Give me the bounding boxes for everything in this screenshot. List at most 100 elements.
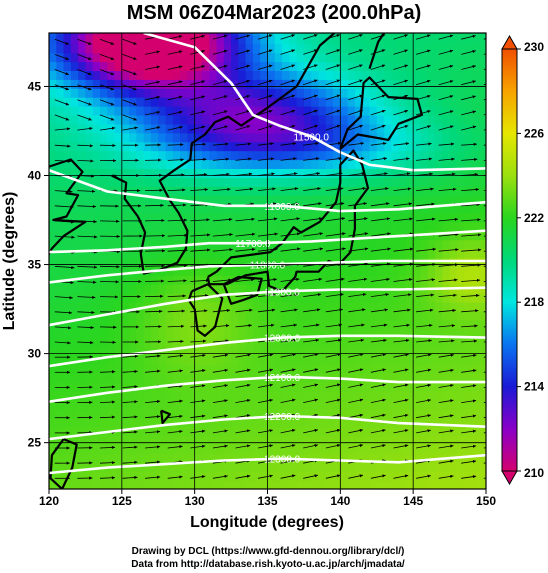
field-cell (150, 275, 159, 285)
field-cell (143, 150, 152, 161)
field-cell (376, 453, 385, 463)
field-cell (252, 123, 261, 134)
field-cell (442, 204, 451, 214)
field-cell (49, 70, 57, 80)
field-cell (318, 275, 327, 285)
field-cell (325, 426, 334, 437)
field-cell (194, 159, 203, 169)
field-cell (478, 34, 486, 45)
field-cell (49, 97, 57, 107)
field-cell (231, 168, 239, 178)
field-cell (231, 355, 239, 365)
field-cell (435, 408, 443, 419)
field-cell (362, 79, 371, 89)
field-cell (121, 79, 130, 89)
wind-arrow (122, 38, 137, 45)
field-cell (413, 106, 422, 116)
field-cell (420, 266, 429, 276)
field-cell (311, 444, 320, 454)
field-cell (114, 310, 123, 321)
field-cell (478, 444, 486, 454)
field-cell (252, 453, 261, 463)
wind-arrow (235, 64, 251, 70)
field-cell (114, 61, 123, 72)
wind-arrow (303, 428, 318, 434)
field-cell (456, 382, 465, 392)
field-cell (267, 141, 276, 152)
field-cell (391, 159, 400, 169)
field-cell (143, 88, 152, 98)
field-cell (121, 408, 130, 419)
field-cell (413, 364, 422, 374)
field-cell (391, 310, 400, 321)
field-cell (252, 70, 261, 80)
field-cell (464, 52, 473, 63)
field-cell (354, 337, 363, 348)
field-cell (405, 88, 414, 98)
field-cell (172, 33, 181, 36)
field-cell (442, 399, 451, 410)
field-cell (296, 195, 305, 205)
field-cell (187, 159, 196, 169)
wind-arrow (303, 79, 318, 86)
field-cell (92, 355, 101, 365)
field-cell (267, 417, 276, 428)
field-cell (252, 132, 261, 143)
field-cell (296, 239, 305, 250)
wind-arrow (145, 95, 160, 101)
field-cell (238, 328, 247, 339)
field-cell (85, 132, 94, 143)
field-cell (289, 150, 298, 161)
field-cell (63, 346, 72, 357)
field-cell (172, 186, 181, 196)
field-cell (180, 426, 188, 437)
field-cell (231, 480, 239, 489)
field-cell (464, 33, 473, 36)
field-cell (391, 266, 400, 276)
field-cell (471, 239, 480, 250)
field-cell (325, 319, 334, 330)
field-cell (209, 212, 218, 223)
field-cell (99, 43, 108, 54)
wind-arrow (370, 34, 386, 40)
field-cell (63, 177, 72, 187)
field-cell (442, 373, 451, 383)
field-cell (158, 426, 167, 437)
field-cell (362, 328, 371, 339)
field-cell (114, 79, 123, 89)
field-cell (114, 373, 123, 383)
wind-arrow (145, 203, 164, 207)
field-cell (209, 293, 218, 303)
field-cell (150, 293, 159, 303)
field-cell (216, 79, 225, 89)
wind-arrow (54, 38, 70, 45)
field-cell (194, 480, 203, 489)
field-cell (464, 221, 473, 232)
field-cell (333, 168, 341, 178)
field-cell (136, 284, 145, 294)
field-cell (223, 364, 232, 374)
field-cell (347, 52, 356, 63)
field-cell (376, 88, 385, 98)
field-cell (420, 275, 429, 285)
field-cell (333, 480, 341, 489)
wind-arrow (235, 398, 251, 403)
field-cell (158, 319, 167, 330)
field-cell (274, 266, 283, 276)
field-cell (449, 52, 458, 63)
field-cell (252, 435, 261, 446)
field-cell (187, 453, 196, 463)
field-cell (340, 408, 349, 419)
field-cell (129, 364, 137, 374)
field-cell (376, 150, 385, 161)
field-cell (180, 275, 188, 285)
wind-arrow (348, 338, 365, 343)
field-cell (369, 141, 378, 152)
field-cell (56, 61, 65, 72)
field-cell (369, 435, 378, 446)
field-cell (121, 275, 130, 285)
field-cell (340, 114, 349, 125)
field-cell (303, 364, 312, 374)
field-cell (114, 150, 123, 161)
field-cell (209, 248, 218, 259)
